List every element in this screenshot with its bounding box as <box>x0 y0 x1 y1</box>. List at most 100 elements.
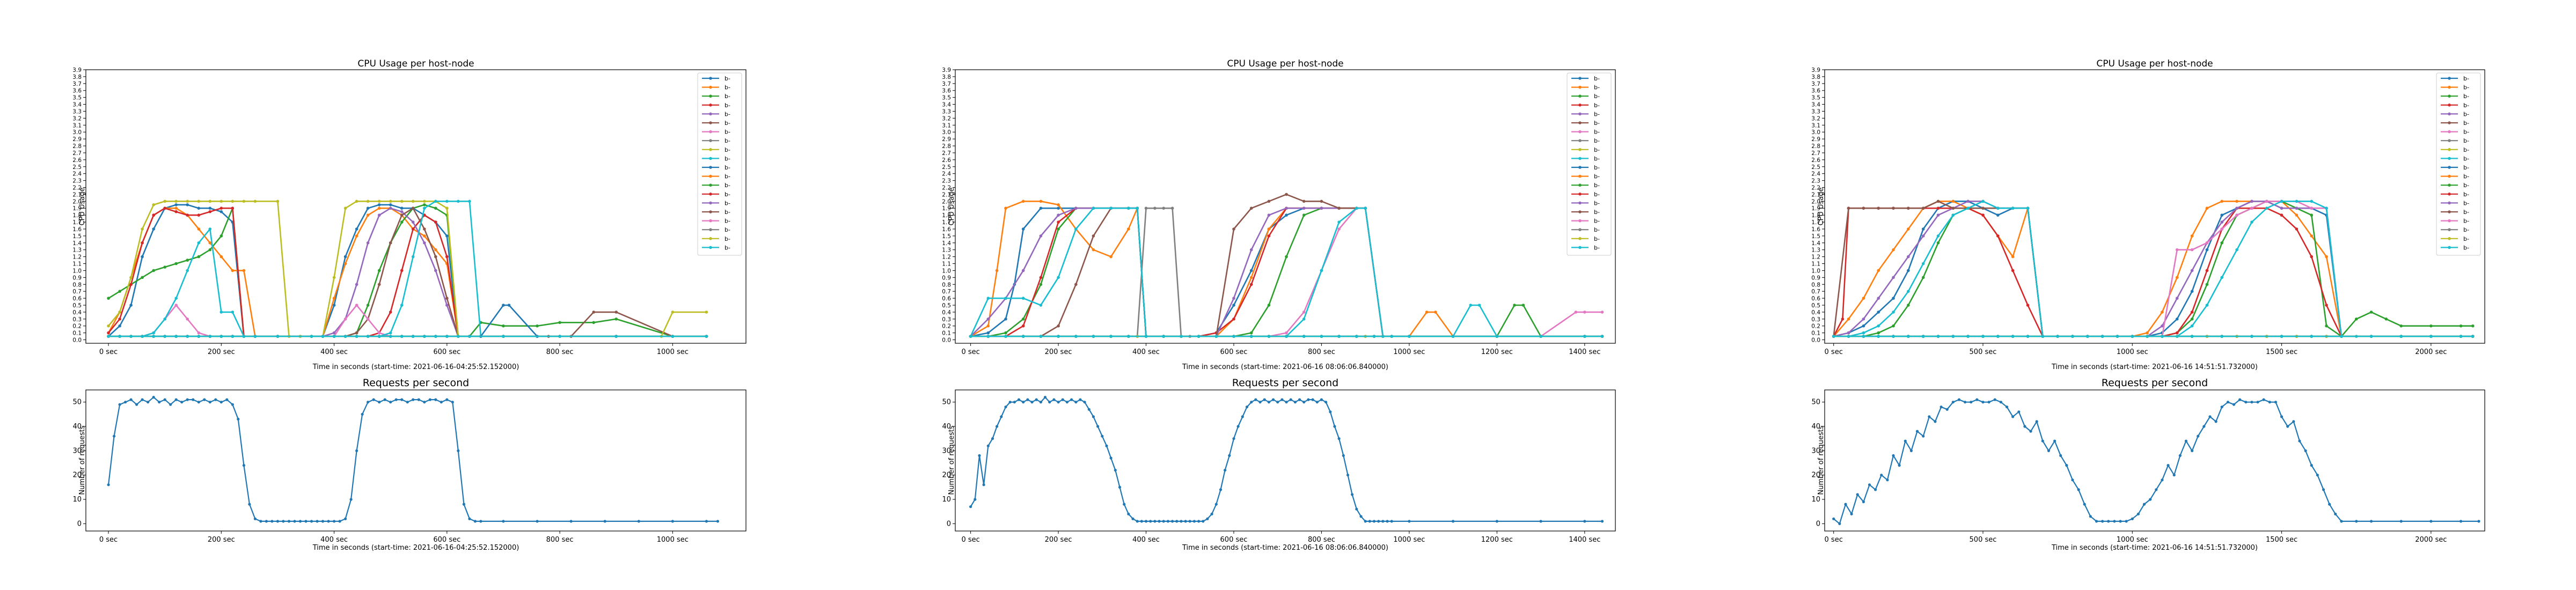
data-point <box>440 401 443 404</box>
legend-marker <box>1578 77 1582 80</box>
data-point <box>400 200 404 203</box>
data-point <box>343 262 347 266</box>
data-point <box>1996 335 2000 338</box>
y-tick-label: 2.0 <box>942 198 951 205</box>
y-tick-label: 2.9 <box>72 136 82 143</box>
data-point <box>2429 335 2433 338</box>
y-tick-label: 1.0 <box>942 268 951 274</box>
data-point <box>141 241 144 245</box>
data-point <box>445 304 449 307</box>
data-point <box>2205 269 2209 272</box>
data-point <box>2238 398 2242 401</box>
y-tick-label: 0.9 <box>72 275 82 281</box>
data-point <box>1451 335 1455 338</box>
data-point <box>1131 517 1135 520</box>
data-point <box>219 335 223 338</box>
data-point <box>1880 474 1883 477</box>
data-point <box>377 206 381 210</box>
data-point <box>2226 401 2229 404</box>
y-tick-label: 3.9 <box>942 67 951 73</box>
x-tick-label: 1000 sec <box>2117 536 2148 544</box>
y-tick-label: 0 <box>1816 520 1820 528</box>
legend-marker <box>709 148 712 151</box>
data-point <box>1280 398 1284 401</box>
data-point <box>986 297 990 300</box>
data-point <box>1311 398 1314 401</box>
y-tick-label: 1.9 <box>72 205 82 212</box>
data-point <box>1249 248 1253 252</box>
data-point <box>107 331 110 335</box>
data-point <box>1847 335 1850 338</box>
data-point <box>2429 324 2433 328</box>
data-point <box>1039 276 1043 279</box>
data-point <box>1600 311 1604 314</box>
data-point <box>1320 398 1323 401</box>
data-point <box>2280 200 2284 203</box>
y-tick-label: 2.8 <box>942 143 951 150</box>
data-point <box>412 398 415 401</box>
data-point <box>1521 304 1525 307</box>
legend-label: b- <box>1594 173 1600 180</box>
legend-label: b- <box>724 75 730 82</box>
cpu-chart-2: CPU Usage per host-node Time in seconds … <box>942 58 1616 371</box>
legend-entry: b- <box>2441 155 2469 162</box>
data-point <box>377 203 381 206</box>
data-point <box>129 398 133 401</box>
data-point <box>2095 520 2098 523</box>
data-point <box>2265 200 2268 203</box>
legend-marker <box>709 210 712 213</box>
data-point <box>316 520 319 523</box>
legend-marker <box>1578 130 1582 134</box>
legend-entry: b- <box>1571 137 1600 144</box>
data-point <box>2286 425 2289 428</box>
data-point <box>197 331 201 335</box>
y-axis-label: CPU Usage <box>78 187 86 225</box>
data-point <box>2184 439 2187 442</box>
legend-label: b- <box>724 129 730 136</box>
data-point <box>219 255 223 259</box>
y-tick-label: 1.4 <box>1811 240 1820 247</box>
legend-label: b- <box>2463 173 2469 180</box>
y-tick-label: 10 <box>1811 496 1820 504</box>
data-point <box>558 321 561 324</box>
data-point <box>468 200 471 203</box>
y-tick-label: 2.9 <box>1811 136 1820 143</box>
y-tick-label: 3.7 <box>942 81 951 87</box>
legend-entry: b- <box>1571 200 1600 206</box>
data-point <box>434 206 437 210</box>
data-point <box>1921 227 1925 231</box>
y-tick-label: 1.2 <box>1811 254 1820 261</box>
y-tick-label: 2.4 <box>942 171 951 178</box>
data-point <box>231 311 235 314</box>
data-point <box>2310 335 2314 338</box>
data-point <box>2131 335 2134 338</box>
data-point <box>1337 437 1341 440</box>
legend-marker <box>2448 201 2451 205</box>
data-point <box>1021 318 1025 321</box>
data-point <box>2298 439 2301 442</box>
data-point <box>2235 200 2238 203</box>
legend-marker <box>2448 94 2451 98</box>
data-point <box>1886 478 1889 482</box>
data-point <box>2316 474 2319 477</box>
x-tick-label: 1400 sec <box>1569 536 1600 544</box>
legend-marker <box>2448 104 2451 107</box>
y-tick-label: 3.3 <box>1811 108 1820 115</box>
data-point <box>2119 520 2122 523</box>
data-point <box>1987 401 1990 404</box>
data-point <box>1981 200 1985 203</box>
legend-box <box>2436 72 2481 256</box>
data-point <box>1232 335 1235 338</box>
x-tick-label: 200 sec <box>208 536 235 544</box>
y-tick-label: 1.5 <box>1811 233 1820 240</box>
data-point <box>451 401 454 404</box>
legend-label: b- <box>724 164 730 171</box>
data-point <box>1004 331 1007 335</box>
data-point <box>1249 206 1253 210</box>
legend-entry: b- <box>702 75 730 82</box>
data-point <box>366 304 370 307</box>
legend-entry: b- <box>1571 164 1600 171</box>
data-point <box>1236 425 1240 428</box>
x-tick-label: 0 sec <box>961 348 979 356</box>
legend: b-b-b-b-b-b-b-b-b-b-b-b-b-b-b-b-b-b-b-b- <box>697 72 742 256</box>
